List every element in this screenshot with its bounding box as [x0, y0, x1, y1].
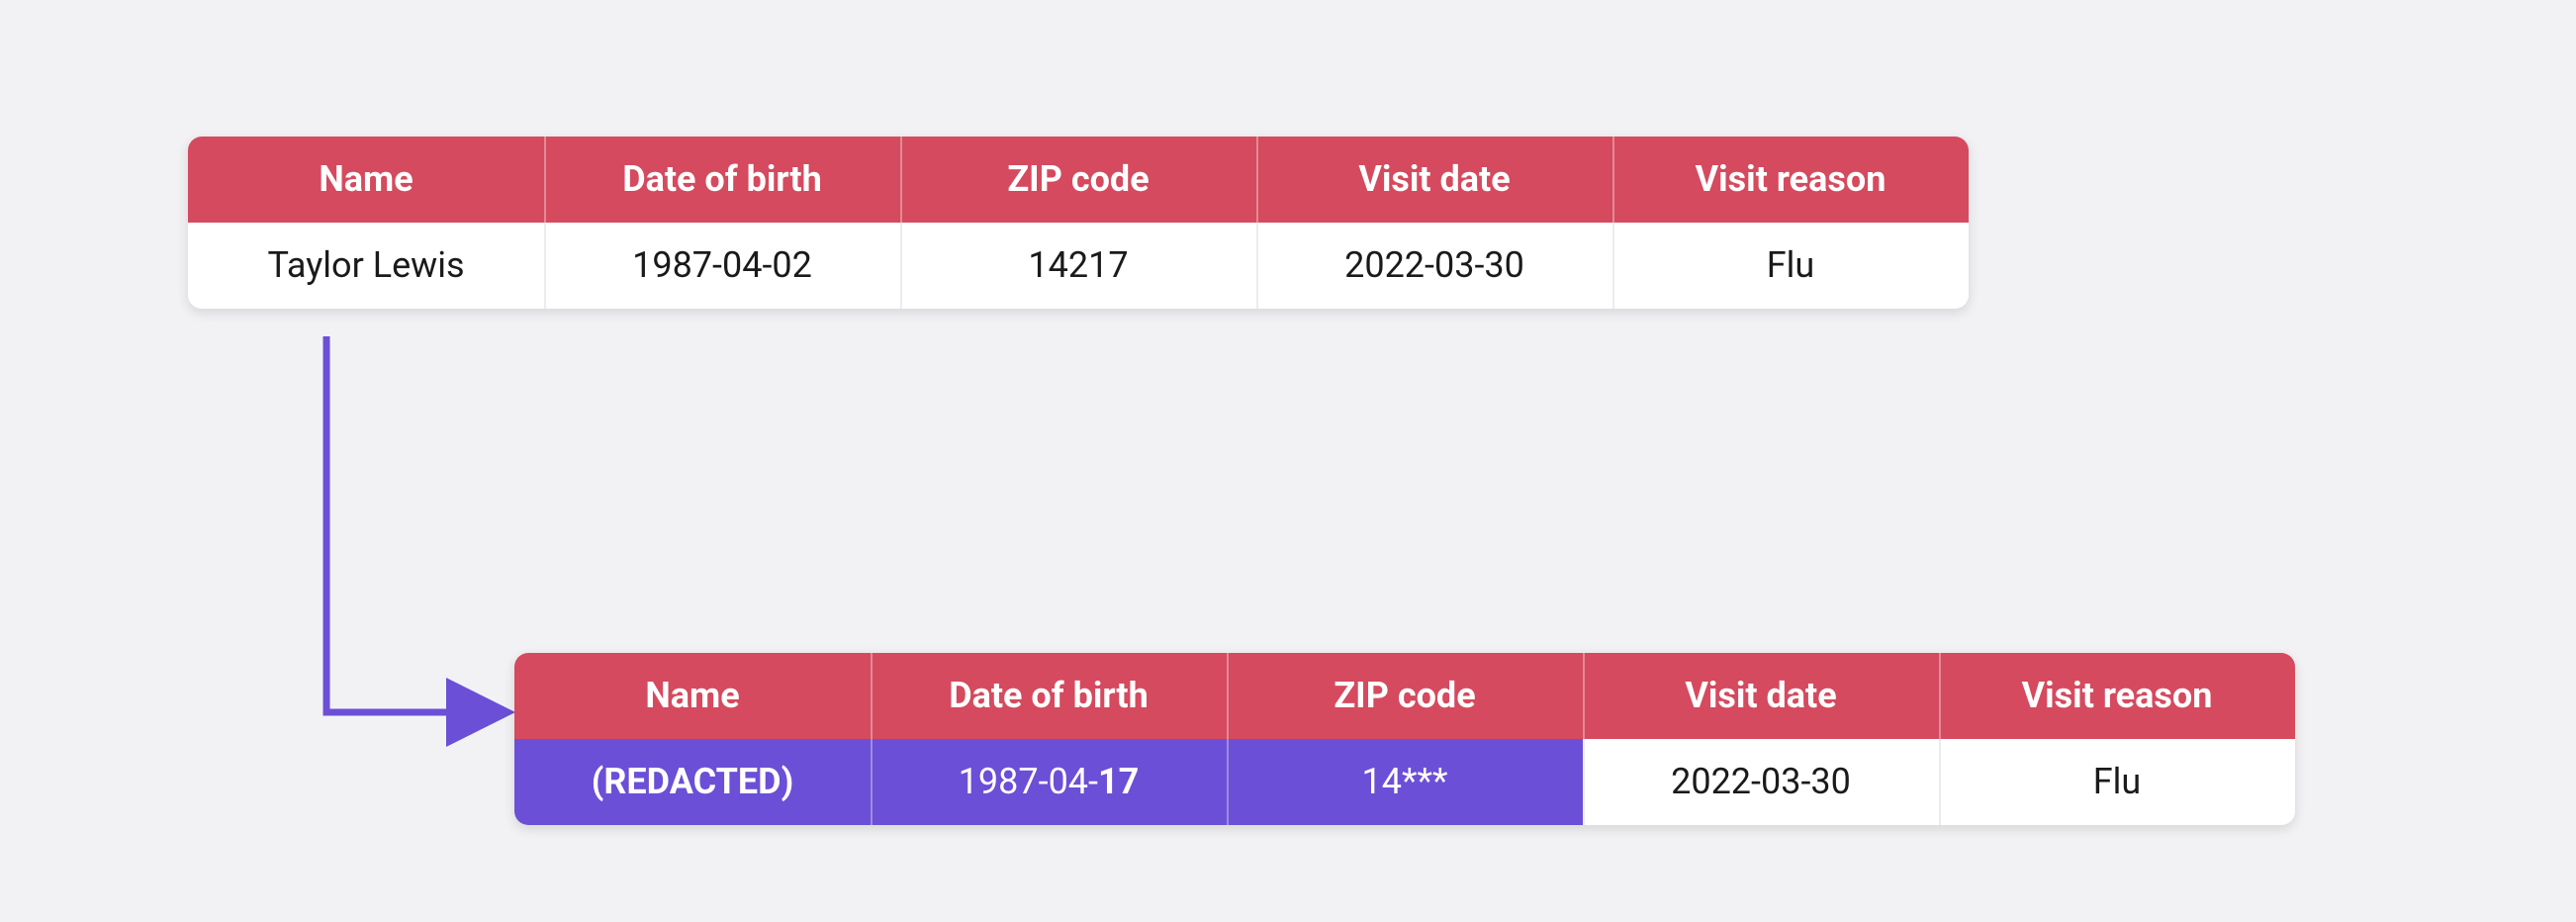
col-name: Name — [514, 653, 871, 739]
cell-visit-reason: Flu — [1939, 739, 2295, 825]
col-dob: Date of birth — [544, 137, 900, 223]
cell-dob: 1987-04-02 — [544, 223, 900, 309]
cell-name: Taylor Lewis — [188, 223, 544, 309]
col-zip: ZIP code — [1227, 653, 1583, 739]
col-visit-reason: Visit reason — [1939, 653, 2295, 739]
cell-zip: 14217 — [900, 223, 1256, 309]
cell-name-redacted: (REDACTED) — [514, 739, 871, 825]
col-dob: Date of birth — [871, 653, 1227, 739]
col-visit-reason: Visit reason — [1612, 137, 1969, 223]
table-data-row: (REDACTED) 1987-04-17 14*** 2022-03-30 F… — [514, 739, 2295, 825]
dob-modified-day: 17 — [1098, 761, 1139, 802]
cell-zip-redacted: 14*** — [1227, 739, 1583, 825]
original-table: Name Date of birth ZIP code Visit date V… — [188, 137, 1969, 309]
table-data-row: Taylor Lewis 1987-04-02 14217 2022-03-30… — [188, 223, 1969, 309]
dob-prefix: 1987-04- — [959, 761, 1098, 802]
table-header-row: Name Date of birth ZIP code Visit date V… — [188, 137, 1969, 223]
col-zip: ZIP code — [900, 137, 1256, 223]
cell-visit-date: 2022-03-30 — [1583, 739, 1939, 825]
cell-dob-redacted: 1987-04-17 — [871, 739, 1227, 825]
cell-visit-reason: Flu — [1612, 223, 1969, 309]
cell-visit-date: 2022-03-30 — [1256, 223, 1612, 309]
col-name: Name — [188, 137, 544, 223]
table-header-row: Name Date of birth ZIP code Visit date V… — [514, 653, 2295, 739]
col-visit-date: Visit date — [1256, 137, 1612, 223]
redacted-table: Name Date of birth ZIP code Visit date V… — [514, 653, 2295, 825]
col-visit-date: Visit date — [1583, 653, 1939, 739]
